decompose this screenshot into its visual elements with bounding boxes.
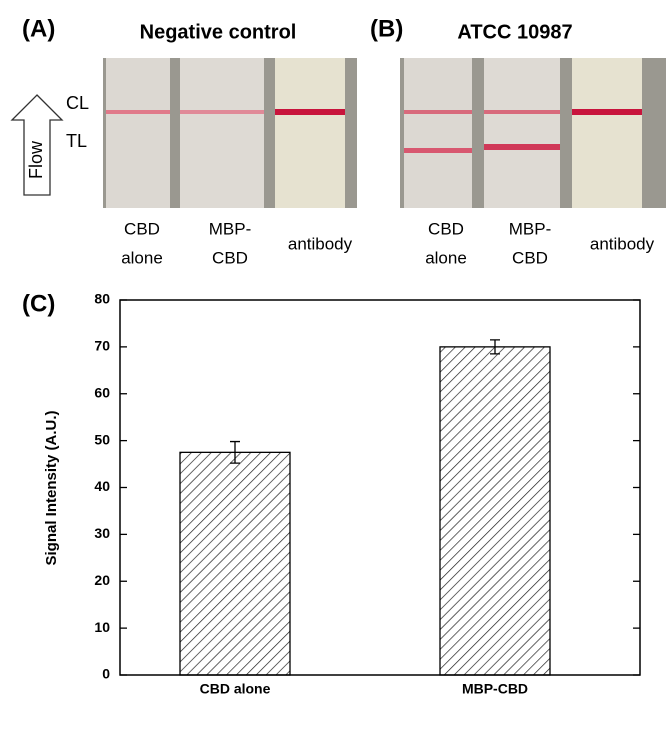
error-bar — [230, 440, 240, 464]
y-tick-label: 40 — [94, 478, 110, 494]
y-tick-label: 30 — [94, 525, 110, 541]
x-tick-label: CBD alone — [200, 681, 271, 697]
flow-label: Flow — [26, 140, 46, 179]
strip-label: alone — [425, 248, 467, 267]
strip-photo — [103, 58, 357, 208]
y-axis-title: Signal Intensity (A.U.) — [43, 410, 60, 565]
y-tick-label: 60 — [94, 384, 110, 400]
flow-arrow — [10, 94, 64, 196]
cl-label: CL — [66, 93, 89, 113]
panel-title: Negative control — [140, 21, 297, 43]
error-bar — [490, 339, 500, 355]
strip-label: CBD — [512, 248, 548, 267]
panel-label: (A) — [22, 15, 55, 42]
strip-label: MBP- — [209, 219, 252, 238]
y-tick-label: 10 — [94, 619, 110, 635]
bar — [439, 346, 551, 676]
plot-frame — [119, 299, 641, 676]
strip-label: CBD — [212, 248, 248, 267]
strip-label: CBD — [428, 219, 464, 238]
strip-label: antibody — [590, 234, 655, 253]
strip-photo — [400, 58, 666, 208]
y-tick-label: 0 — [102, 666, 110, 682]
panel-title: ATCC 10987 — [457, 21, 572, 43]
tl-label: TL — [66, 131, 87, 151]
y-tick-label: 50 — [94, 431, 110, 447]
strip-label: antibody — [288, 234, 353, 253]
strip-label: MBP- — [509, 219, 552, 238]
y-tick-label: 80 — [94, 291, 110, 307]
y-tick-label: 20 — [94, 572, 110, 588]
strip-label: alone — [121, 248, 163, 267]
panel-label: (C) — [22, 290, 55, 317]
x-tick-label: MBP-CBD — [462, 681, 528, 697]
strip-label: CBD — [124, 219, 160, 238]
y-tick-label: 70 — [94, 338, 110, 354]
panel-label: (B) — [370, 15, 403, 42]
bar — [179, 451, 291, 676]
